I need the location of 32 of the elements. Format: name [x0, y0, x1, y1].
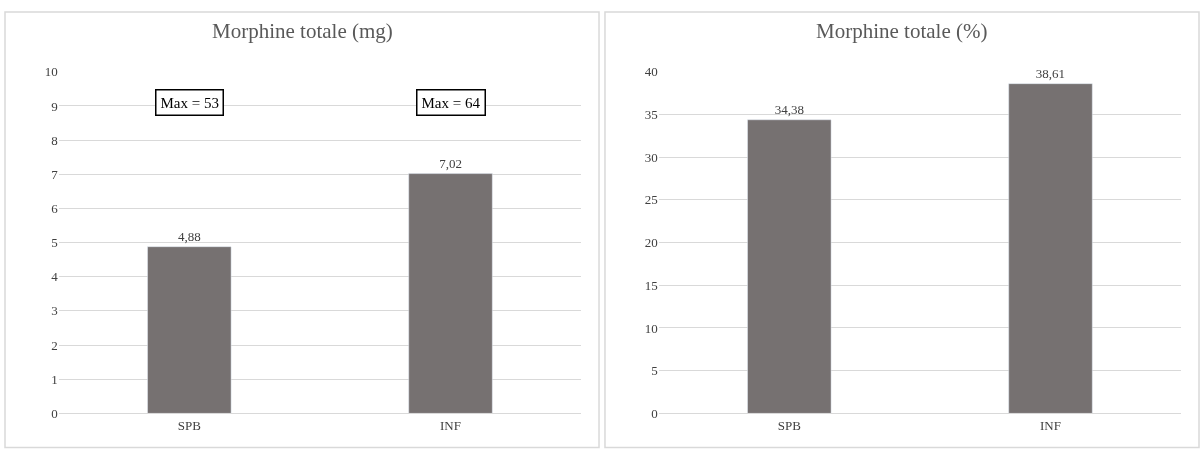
y-tick-label: 10 [644, 320, 658, 336]
y-tick-label: 25 [644, 192, 658, 208]
y-tick-label: 5 [51, 235, 58, 251]
y-tick-label: 5 [651, 363, 658, 379]
y-tick-label: 0 [651, 405, 658, 421]
x-tick-label: SPB [177, 417, 202, 433]
y-tick-label: 2 [51, 337, 58, 353]
y-tick-label: 10 [44, 64, 58, 80]
y-tick-label: 9 [51, 98, 58, 114]
chart-title: Morphine totale (mg) [212, 19, 393, 43]
y-tick-label: 40 [644, 64, 658, 80]
y-tick-label: 7 [51, 166, 59, 182]
y-tick-label: 3 [51, 303, 58, 319]
x-tick-label: INF [1040, 417, 1061, 433]
data-label: 38,61 [1035, 65, 1066, 81]
y-tick-label: 35 [644, 107, 658, 123]
y-tick-label: 15 [644, 277, 658, 293]
annotation: Max = 64 [421, 94, 481, 111]
y-tick-label: 4 [51, 269, 59, 285]
chart-title: Morphine totale (%) [816, 19, 988, 43]
y-tick-label: 20 [644, 235, 658, 251]
data-label: 4,88 [177, 228, 201, 244]
y-tick-label: 8 [51, 132, 58, 148]
y-tick-label: 30 [644, 149, 658, 165]
x-tick-label: SPB [777, 417, 802, 433]
data-label: 34,38 [774, 101, 804, 117]
y-tick-label: 0 [51, 405, 58, 421]
x-tick-label: INF [440, 417, 461, 433]
data-label: 7,02 [439, 155, 462, 171]
y-tick-label: 6 [51, 200, 59, 216]
annotation: Max = 53 [160, 94, 219, 111]
y-tick-label: 1 [51, 371, 58, 387]
